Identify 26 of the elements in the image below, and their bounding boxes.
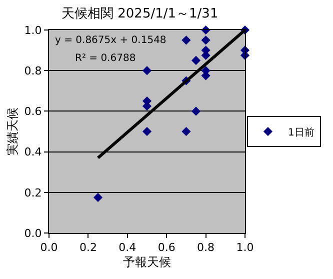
- point: [182, 126, 191, 136]
- point: [191, 106, 201, 116]
- x-axis-title: 予報天候: [123, 255, 171, 270]
- point: [201, 36, 210, 45]
- point: [191, 56, 201, 65]
- y-axis-title: 実績天候: [6, 108, 20, 156]
- y-tick-label: 0.2: [24, 186, 42, 200]
- x-tick-label: 0.2: [79, 241, 97, 254]
- point: [93, 192, 103, 202]
- x-tick-label: 0.8: [197, 241, 215, 254]
- y-tick-label: 0.6: [24, 105, 42, 118]
- y-tick-label: 0.4: [24, 146, 42, 159]
- x-tick-label: 0.0: [40, 241, 58, 254]
- x-tick-label: 0.6: [158, 241, 176, 254]
- x-tick-label: 1.0: [236, 241, 254, 254]
- point: [182, 36, 191, 45]
- point: [142, 66, 152, 76]
- x-tick-label: 0.4: [118, 241, 136, 254]
- chart-title: 天候相関 2025/1/1～1/31: [62, 6, 218, 22]
- annotation: y = 0.8675x + 0.1548: [55, 35, 166, 46]
- annotation: R² = 0.6788: [75, 53, 136, 64]
- y-tick-label: 1.0: [24, 24, 42, 37]
- y-tick-label: 0.0: [24, 226, 42, 240]
- y-tick-label: 0.8: [24, 64, 42, 78]
- legend-label: 1日前: [288, 126, 314, 138]
- point: [142, 126, 152, 136]
